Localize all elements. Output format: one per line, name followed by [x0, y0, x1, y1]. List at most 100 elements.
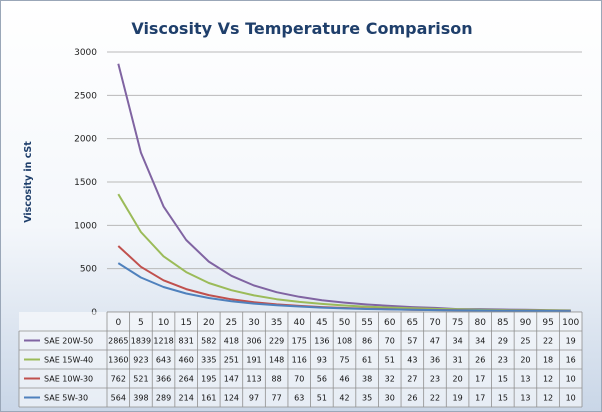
- data-cell: 86: [362, 337, 372, 346]
- data-cell: 47: [430, 337, 440, 346]
- data-cell: 195: [201, 375, 216, 384]
- data-cell: 46: [339, 375, 349, 384]
- data-cell: 12: [543, 394, 553, 403]
- data-cell: 88: [272, 375, 282, 384]
- legend-label: SAE 10W-30: [44, 375, 93, 384]
- data-cell: 13: [520, 375, 530, 384]
- y-tick-label: 3000: [74, 48, 97, 58]
- data-cell: 1218: [153, 337, 173, 346]
- data-cell: 36: [430, 356, 440, 365]
- data-cell: 147: [224, 375, 239, 384]
- data-cell: 51: [317, 394, 327, 403]
- data-cell: 214: [179, 394, 194, 403]
- data-cell: 2865: [108, 337, 128, 346]
- data-cell: 23: [498, 356, 508, 365]
- data-cell: 38: [362, 375, 372, 384]
- data-cell: 34: [453, 337, 463, 346]
- data-cell: 20: [453, 375, 463, 384]
- data-cell: 31: [453, 356, 463, 365]
- legend-label: SAE 15W-40: [44, 356, 93, 365]
- chart-title: Viscosity Vs Temperature Comparison: [131, 19, 472, 38]
- data-cell: 1839: [131, 337, 151, 346]
- data-cell: 57: [407, 337, 417, 346]
- data-cell: 23: [430, 375, 440, 384]
- data-cell: 1360: [108, 356, 128, 365]
- data-cell: 564: [111, 394, 126, 403]
- data-cell: 63: [294, 394, 304, 403]
- data-cell: 13: [520, 394, 530, 403]
- data-cell: 26: [407, 394, 417, 403]
- data-cell: 75: [339, 356, 349, 365]
- data-cell: 136: [314, 337, 329, 346]
- data-cell: 923: [133, 356, 148, 365]
- y-tick-label: 2000: [74, 135, 97, 145]
- data-cell: 161: [201, 394, 216, 403]
- data-cell: 97: [249, 394, 259, 403]
- data-cell: 29: [498, 337, 508, 346]
- y-tick-label: 2500: [74, 91, 97, 101]
- data-cell: 191: [246, 356, 261, 365]
- data-cell: 335: [201, 356, 216, 365]
- x-tick-label: 70: [429, 318, 441, 328]
- data-cell: 398: [133, 394, 148, 403]
- x-tick-label: 55: [361, 318, 372, 328]
- data-cell: 22: [543, 337, 553, 346]
- data-cell: 61: [362, 356, 372, 365]
- x-tick-label: 30: [248, 318, 260, 328]
- data-cell: 148: [269, 356, 284, 365]
- x-tick-label: 90: [520, 318, 532, 328]
- data-cell: 175: [292, 337, 307, 346]
- x-tick-label: 45: [316, 318, 327, 328]
- data-table-background: [19, 312, 582, 407]
- data-cell: 93: [317, 356, 327, 365]
- x-tick-label: 35: [271, 318, 282, 328]
- data-cell: 25: [520, 337, 530, 346]
- data-cell: 582: [201, 337, 216, 346]
- data-cell: 22: [430, 394, 440, 403]
- y-axis-label: Viscosity in cSt: [23, 141, 34, 223]
- data-cell: 35: [362, 394, 372, 403]
- x-tick-label: 85: [497, 318, 508, 328]
- x-tick-label: 80: [474, 318, 486, 328]
- data-cell: 70: [294, 375, 304, 384]
- data-cell: 43: [407, 356, 417, 365]
- x-tick-label: 10: [158, 318, 170, 328]
- data-cell: 32: [385, 375, 395, 384]
- data-cell: 306: [246, 337, 261, 346]
- data-cell: 113: [246, 375, 261, 384]
- data-cell: 229: [269, 337, 284, 346]
- data-cell: 108: [337, 337, 352, 346]
- y-tick-label: 500: [80, 265, 97, 275]
- data-cell: 15: [498, 375, 508, 384]
- x-tick-label: 40: [294, 318, 306, 328]
- x-tick-label: 65: [407, 318, 418, 328]
- y-tick-label: 1000: [74, 221, 97, 231]
- data-cell: 418: [224, 337, 239, 346]
- x-tick-label: 20: [203, 318, 215, 328]
- data-cell: 34: [475, 337, 485, 346]
- data-cell: 18: [543, 356, 553, 365]
- data-cell: 10: [566, 394, 576, 403]
- series-line-sae-20w-50: [117, 63, 571, 312]
- data-cell: 251: [224, 356, 239, 365]
- data-cell: 643: [156, 356, 171, 365]
- x-tick-label: 15: [180, 318, 191, 328]
- data-cell: 264: [179, 375, 194, 384]
- x-tick-label: 100: [562, 318, 579, 328]
- data-cell: 124: [224, 394, 239, 403]
- x-tick-label: 75: [452, 318, 463, 328]
- data-cell: 19: [566, 337, 576, 346]
- data-cell: 16: [566, 356, 576, 365]
- data-cell: 366: [156, 375, 171, 384]
- x-tick-label: 0: [115, 318, 121, 328]
- data-cell: 521: [133, 375, 148, 384]
- data-cell: 762: [111, 375, 126, 384]
- data-cell: 20: [520, 356, 530, 365]
- x-tick-label: 50: [339, 318, 351, 328]
- x-tick-label: 95: [542, 318, 553, 328]
- data-cell: 42: [339, 394, 349, 403]
- data-cell: 831: [179, 337, 194, 346]
- x-tick-label: 60: [384, 318, 396, 328]
- data-cell: 56: [317, 375, 327, 384]
